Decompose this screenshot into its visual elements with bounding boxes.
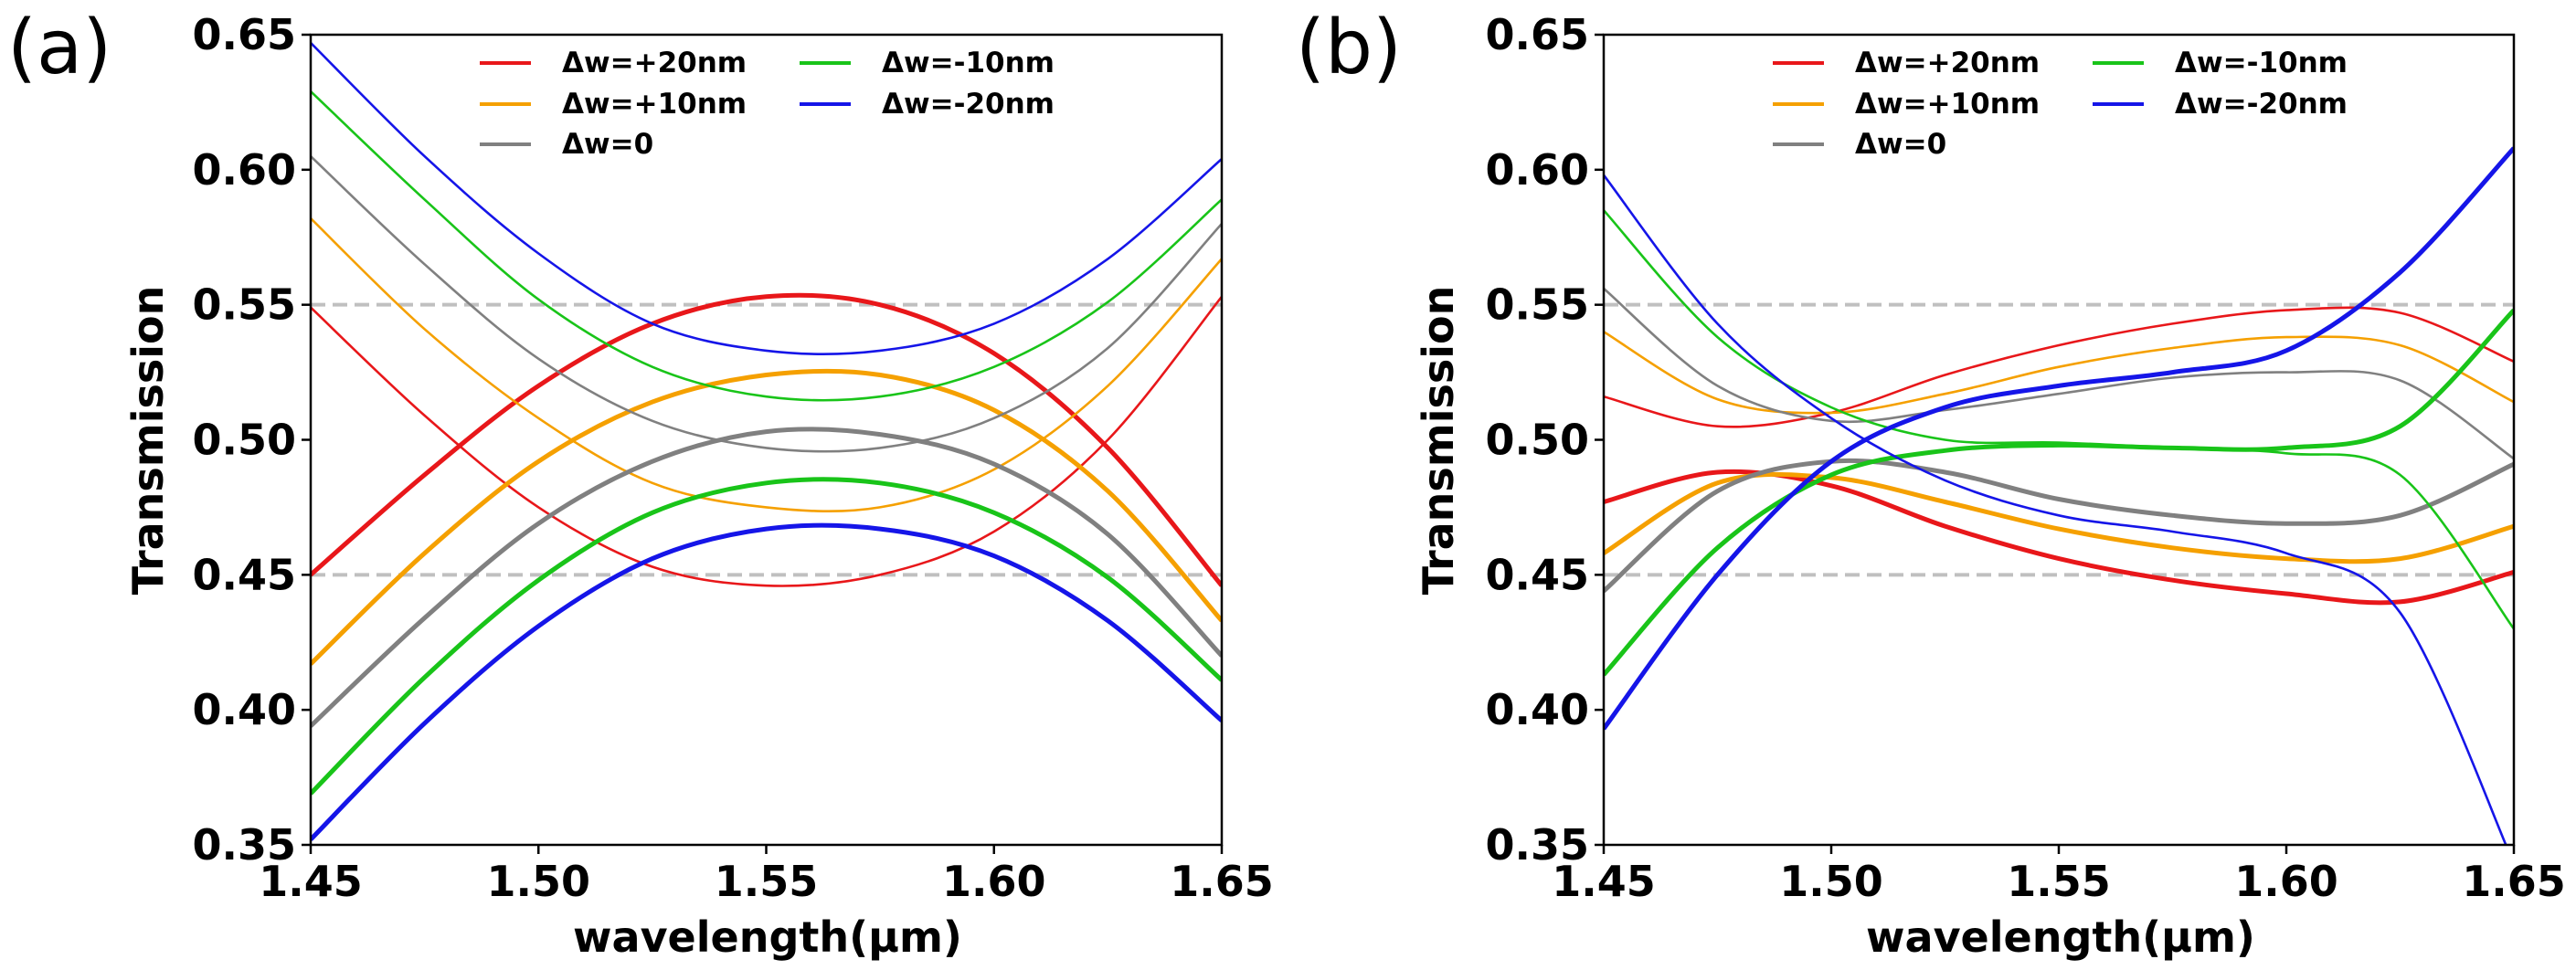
panel-b-label: (b) [1296,5,1402,91]
panel-a-y-tick-label-6: 0.65 [193,10,297,59]
panel-b-series-group [1604,146,2514,845]
panel-b-legend-label-2: Δw=0 [1855,128,1946,161]
panel-b-series-4-thick [1604,458,2514,593]
panel-a-y-axis-label: Transmission [123,286,173,596]
panel-a-x-tick-label-0: 1.45 [259,857,363,906]
panel-a-legend-label-4: Δw=-20nm [882,88,1055,121]
panel-a-legend: Δw=+20nm Δw=+10nm Δw=0 Δw=-10nm Δw=-20nm [480,47,1055,161]
panel-b-series-1-thin [1604,306,2514,428]
panel-b-x-tick-label-2: 1.55 [2007,857,2111,906]
panel-b-legend: Δw=+20nm Δw=+10nm Δw=0 Δw=-10nm Δw=-20nm [1773,47,2348,161]
panel-b-series-9-thin [1604,174,2507,845]
panel-a-series-8-thick [311,522,1222,841]
panel-a-series-group [311,41,1222,841]
panel-b-series-5-thin [1604,287,2514,460]
panel-b-legend-label-1: Δw=+10nm [1855,88,2040,121]
panel-a-x-tick-label-2: 1.55 [715,857,819,906]
panel-a-y-tick-label-4: 0.55 [193,280,297,330]
panel-a-plot-area: 1.45 1.50 1.55 1.60 1.65 0.35 0.40 0.45 0.50 0.55… [193,10,1274,906]
panel-b-x-tick-label-0: 1.45 [1552,857,1656,906]
panel-a-legend-label-1: Δw=+10nm [562,88,747,121]
panel-b-x-tick-label-3: 1.60 [2234,857,2338,906]
panel-b-series-3-thin [1604,331,2514,415]
panel-b-y-tick-label-2: 0.45 [1486,550,1590,599]
panel-a-y-tick-label-1: 0.40 [193,685,297,734]
panel-b-series-0-thick [1604,469,2514,606]
panel-a-series-9-thin [311,41,1222,355]
panel-b: (b) 1.45 1.50 1.55 1.60 1.65 0.35 0.40 0.45 0.50… [1296,5,2566,962]
panel-a-series-1-thin [311,295,1222,587]
panel-a-series-7-thin [311,90,1222,402]
panel-a-series-6-thick [311,477,1222,796]
panel-a-series-3-thin [311,217,1222,513]
panel-b-y-tick-label-0: 0.35 [1486,820,1590,870]
panel-a-x-tick-label-1: 1.50 [487,857,591,906]
panel-b-y-tick-label-1: 0.40 [1486,685,1590,734]
panel-b-x-axis-label: wavelength(μm) [1866,912,2255,962]
panel-a: (a) 1.45 1.50 1.55 1.60 1.65 0.35 0.40 0.45 0.50… [7,5,1274,962]
panel-a-y-tick-label-0: 0.35 [193,820,297,870]
panel-a-legend-label-2: Δw=0 [562,128,653,161]
panel-b-legend-label-3: Δw=-10nm [2175,47,2348,79]
panel-b-x-tick-label-1: 1.50 [1779,857,1883,906]
panel-a-x-tick-label-4: 1.65 [1170,857,1274,906]
panel-a-legend-label-0: Δw=+20nm [562,47,747,79]
panel-a-x-axis-label: wavelength(μm) [573,912,962,962]
panel-b-legend-label-0: Δw=+20nm [1855,47,2040,79]
panel-a-legend-label-3: Δw=-10nm [882,47,1055,79]
panel-a-series-4-thick [311,427,1222,728]
panel-b-y-tick-label-5: 0.60 [1486,145,1590,195]
panel-b-y-tick-label-4: 0.55 [1486,280,1590,330]
panel-a-series-5-thin [311,155,1222,453]
panel-b-x-tick-label-4: 1.65 [2462,857,2566,906]
panel-b-y-axis-label: Transmission [1414,286,1463,596]
panel-b-axes-frame [1602,33,2516,847]
panel-b-y-tick-label-6: 0.65 [1486,10,1590,59]
panel-a-y-tick-label-5: 0.60 [193,145,297,195]
panel-b-y-tick-label-3: 0.50 [1486,416,1590,465]
panel-b-series-8-thick [1604,146,2514,731]
panel-b-series-6-thick [1604,308,2514,677]
panel-a-y-tick-label-3: 0.50 [193,416,297,465]
panel-a-axes-frame [309,33,1224,847]
panel-b-plot-area: 1.45 1.50 1.55 1.60 1.65 0.35 0.40 0.45 0.50 0.55… [1486,10,2566,906]
panel-a-y-tick-label-2: 0.45 [193,550,297,599]
panel-a-series-0-thick [311,292,1222,587]
panel-a-series-2-thick [311,368,1222,666]
panel-a-x-tick-label-3: 1.60 [942,857,1046,906]
panel-a-label: (a) [7,5,111,91]
panel-b-series-7-thin [1604,209,2514,630]
panel-b-legend-label-4: Δw=-20nm [2175,88,2348,121]
